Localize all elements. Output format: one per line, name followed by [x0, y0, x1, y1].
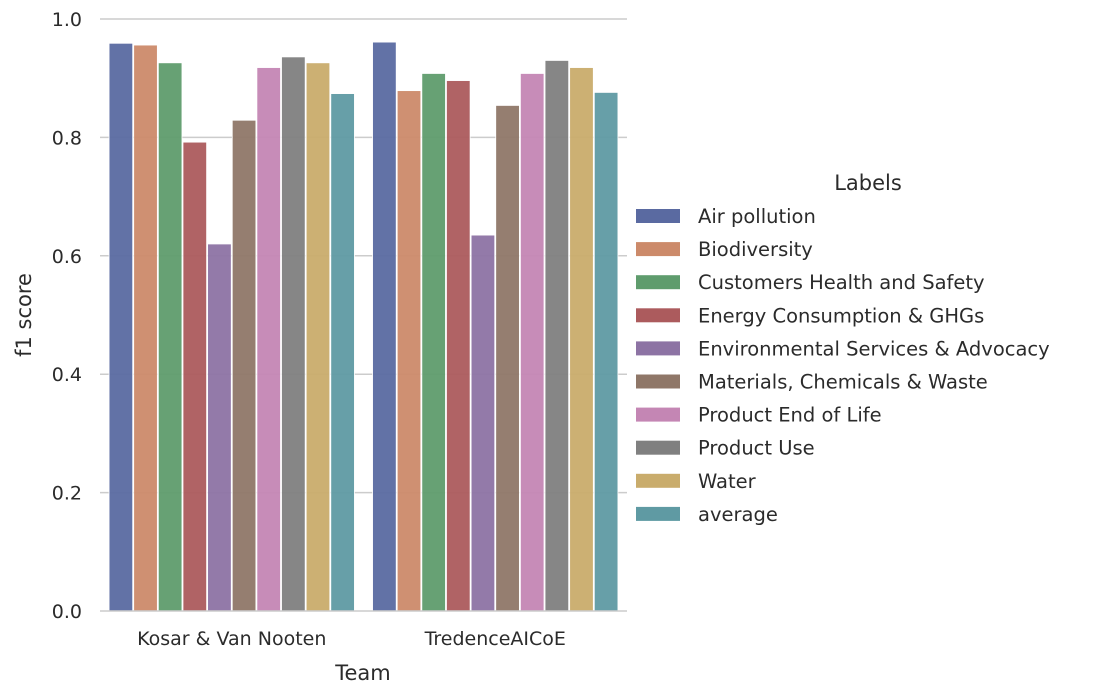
legend-swatch	[636, 506, 680, 521]
legend-swatch	[636, 209, 680, 223]
legend: Labels Air pollution Biodiversity Customer…	[636, 171, 1050, 526]
bar-product-use-1	[544, 60, 570, 612]
legend-label: Product End of Life	[698, 404, 882, 427]
legend-item: Product Use	[636, 437, 815, 460]
legend-swatch	[636, 242, 680, 257]
legend-label: Water	[698, 470, 757, 493]
legend-label: average	[698, 503, 778, 526]
x-tick-label: TredenceAICoE	[424, 628, 566, 650]
legend-label: Materials, Chemicals & Waste	[698, 371, 988, 394]
bar-water-0	[305, 62, 331, 612]
legend-item: Water	[636, 470, 757, 493]
legend-swatch	[636, 440, 680, 455]
x-tick-label: Kosar & Van Nooten	[137, 628, 326, 650]
y-axis-label: f1 score	[12, 273, 36, 357]
legend-item: Air pollution	[636, 205, 816, 228]
bar-water-1	[569, 67, 594, 612]
bar-materials-chemicals-waste-0	[231, 119, 257, 612]
bar-biodiversity-1	[396, 90, 422, 612]
legend-label: Environmental Services & Advocacy	[698, 337, 1050, 360]
legend-swatch	[636, 308, 680, 323]
bar-average-1	[593, 92, 619, 612]
legend-item: Energy Consumption & GHGs	[636, 304, 984, 327]
legend-swatch	[636, 374, 680, 389]
y-tick-labels: 0.0 0.2 0.4 0.6 0.8 1.0	[52, 9, 82, 623]
legend-swatch	[636, 341, 680, 356]
y-tick-label: 1.0	[52, 9, 82, 31]
legend-label: Product Use	[698, 437, 815, 460]
bar-air-pollution-1	[372, 41, 397, 612]
bar-materials-chemicals-waste-1	[495, 105, 520, 612]
legend-item: Biodiversity	[636, 238, 813, 261]
bar-product-end-of-life-1	[519, 73, 545, 612]
legend-title: Labels	[834, 171, 902, 195]
y-tick-label: 0.0	[52, 601, 82, 623]
legend-item: Materials, Chemicals & Waste	[636, 371, 988, 394]
legend-item: Customers Health and Safety	[636, 271, 985, 294]
bar-energy-consumption-ghgs-0	[182, 141, 208, 612]
legend-label: Air pollution	[698, 205, 816, 228]
bar-energy-consumption-ghgs-1	[446, 80, 471, 612]
legend-item: Environmental Services & Advocacy	[636, 337, 1050, 360]
bar-customers-health-and-safety-1	[421, 73, 446, 612]
bar-customers-health-and-safety-0	[157, 62, 183, 612]
bar-environmental-services-advocacy-1	[470, 234, 496, 612]
legend-label: Biodiversity	[698, 238, 813, 261]
bar-air-pollution-0	[108, 42, 134, 612]
legend-swatch	[636, 473, 680, 488]
legend-swatch	[636, 407, 680, 422]
y-tick-label: 0.8	[52, 127, 82, 149]
bar-average-0	[330, 93, 355, 612]
legend-item: Product End of Life	[636, 404, 882, 427]
y-tick-label: 0.4	[52, 364, 82, 386]
bar-product-end-of-life-0	[256, 67, 281, 612]
bars	[108, 41, 619, 612]
y-tick-label: 0.6	[52, 246, 82, 268]
x-axis-label: Team	[334, 661, 391, 685]
y-tick-label: 0.2	[52, 483, 82, 505]
bar-product-use-0	[281, 56, 306, 612]
legend-label: Energy Consumption & GHGs	[698, 304, 984, 327]
bar-biodiversity-0	[133, 44, 158, 612]
legend-item: average	[636, 503, 778, 526]
legend-label: Customers Health and Safety	[698, 271, 985, 294]
x-tick-labels: Kosar & Van Nooten TredenceAICoE	[137, 628, 566, 650]
legend-swatch	[636, 275, 680, 290]
bar-environmental-services-advocacy-0	[207, 243, 232, 612]
